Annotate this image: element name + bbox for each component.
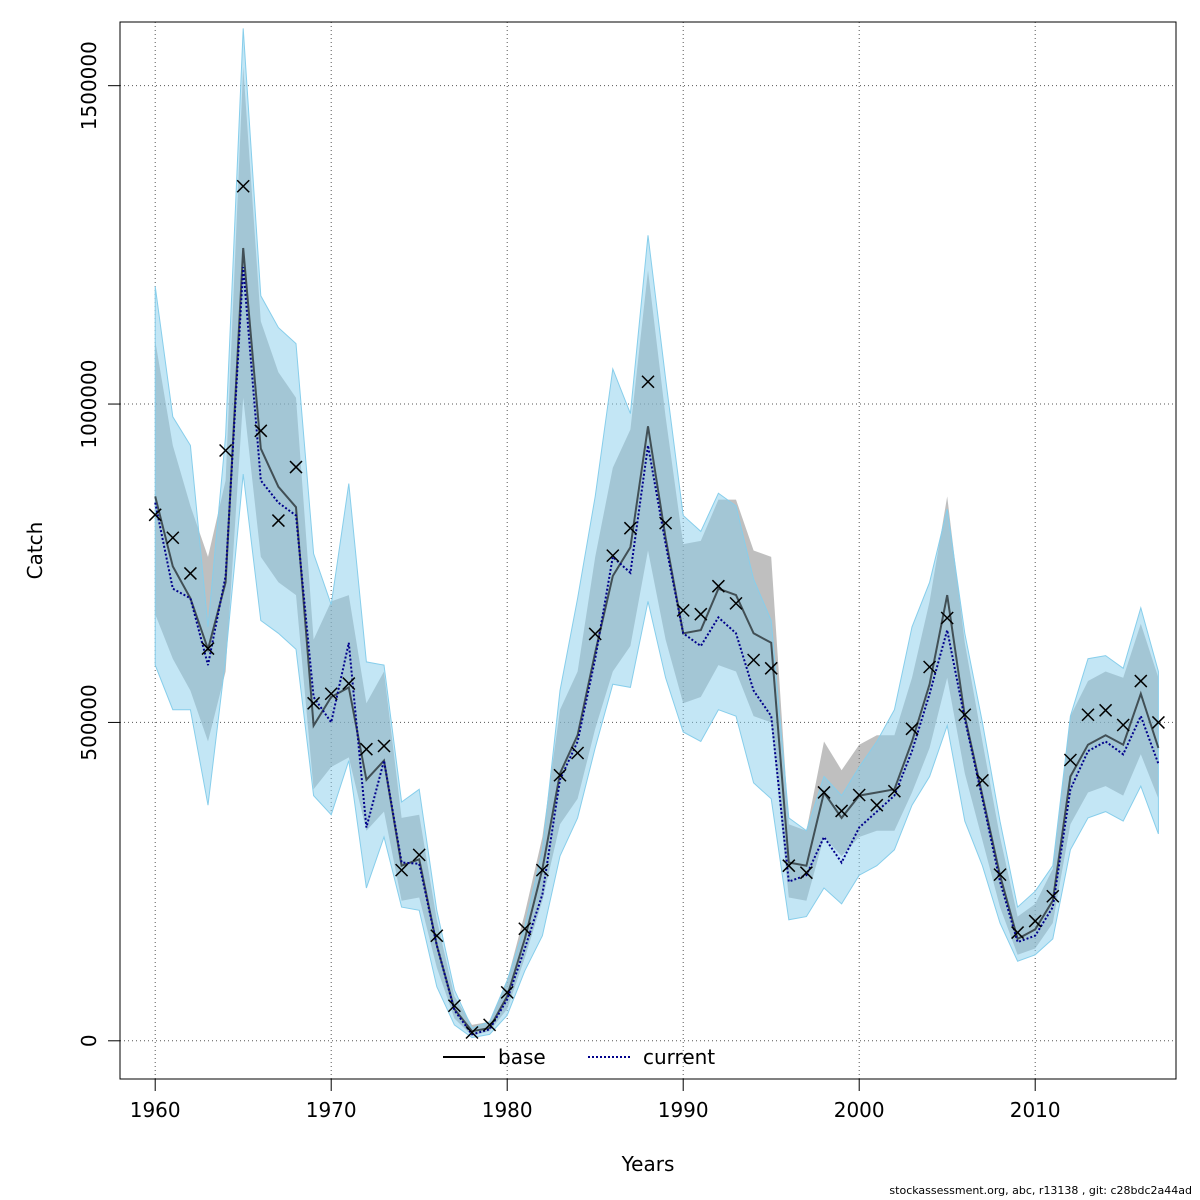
observed-point: [1134, 674, 1148, 688]
observed-point: [1151, 715, 1165, 729]
observed-point: [729, 596, 743, 610]
observed-point: [219, 444, 233, 458]
observed-point: [148, 508, 162, 522]
observed-point: [1046, 889, 1060, 903]
observed-point: [711, 579, 725, 593]
x-tick-label: 2000: [834, 1098, 885, 1122]
observed-point: [940, 611, 954, 625]
observed-point: [975, 773, 989, 787]
observed-point: [694, 607, 708, 621]
observed-point: [1116, 718, 1130, 732]
y-tick-label: 1000000: [77, 360, 101, 449]
observed-point: [166, 531, 180, 545]
x-tick-label: 1990: [658, 1098, 709, 1122]
legend-label: base: [498, 1045, 546, 1069]
observed-point: [993, 868, 1007, 882]
observed-point: [870, 798, 884, 812]
observed-point: [905, 722, 919, 736]
legend: base current: [443, 1045, 715, 1069]
observed-markers: [148, 179, 1165, 1040]
observed-point: [307, 696, 321, 710]
observed-point: [1011, 926, 1025, 940]
observed-point: [483, 1018, 497, 1032]
observed-point: [412, 848, 426, 862]
legend-label: current: [643, 1045, 715, 1069]
confidence-bands: [154, 28, 1159, 1039]
observed-point: [342, 677, 356, 691]
observed-point: [659, 516, 673, 530]
observed-point: [799, 866, 813, 880]
x-tick-label: 1980: [482, 1098, 533, 1122]
series-lines: [154, 247, 1160, 1036]
observed-point: [377, 739, 391, 753]
observed-point: [641, 375, 655, 389]
observed-point: [676, 603, 690, 617]
observed-point: [571, 746, 585, 760]
x-tick-label: 1970: [306, 1098, 357, 1122]
y-tick-label: 500000: [77, 684, 101, 760]
observed-point: [289, 460, 303, 474]
observed-point: [254, 424, 268, 438]
observed-point: [553, 768, 567, 782]
observed-point: [500, 985, 514, 999]
observed-point: [623, 521, 637, 535]
x-axis-title: Years: [621, 1152, 675, 1176]
observed-point: [395, 863, 409, 877]
current-series-line: [154, 267, 1160, 1036]
observed-point: [923, 660, 937, 674]
observed-point: [430, 929, 444, 943]
observed-point: [588, 627, 602, 641]
observed-point: [764, 661, 778, 675]
observed-point: [201, 642, 215, 656]
observed-point: [747, 653, 761, 667]
observed-point: [1063, 753, 1077, 767]
y-tick-label: 0: [77, 1034, 101, 1047]
observed-point: [835, 804, 849, 818]
observed-point: [606, 549, 620, 563]
plot-frame: [119, 21, 1177, 1080]
legend-item-base: base: [443, 1045, 546, 1069]
footer-caption: stockassessment.org, abc, r13138 , git: …: [889, 1184, 1192, 1197]
observed-point: [958, 708, 972, 722]
observed-point: [271, 514, 285, 528]
observed-point: [887, 784, 901, 798]
current-confidence-band: [154, 28, 1159, 1039]
observed-point: [236, 179, 250, 193]
observed-point: [535, 863, 549, 877]
observed-point: [324, 687, 338, 701]
x-tick-label: 1960: [130, 1098, 181, 1122]
observed-point: [465, 1025, 479, 1040]
legend-item-current: current: [588, 1045, 715, 1069]
y-axis-title: Catch: [23, 522, 47, 580]
observed-point: [183, 566, 197, 580]
observed-point: [1028, 914, 1042, 928]
observed-point: [1081, 708, 1095, 722]
observed-point: [817, 785, 831, 799]
observed-point: [852, 788, 866, 802]
observed-point: [447, 999, 461, 1013]
x-tick-label: 2010: [1010, 1098, 1061, 1122]
observed-point: [1099, 703, 1113, 717]
axes: 1960 1970 1980 1990 2000 2010 0 500000 1000000 15…: [77, 41, 1061, 1122]
y-tick-label: 1500000: [77, 41, 101, 130]
observed-point: [782, 859, 796, 873]
observed-point: [518, 922, 532, 936]
observed-point: [359, 742, 373, 756]
